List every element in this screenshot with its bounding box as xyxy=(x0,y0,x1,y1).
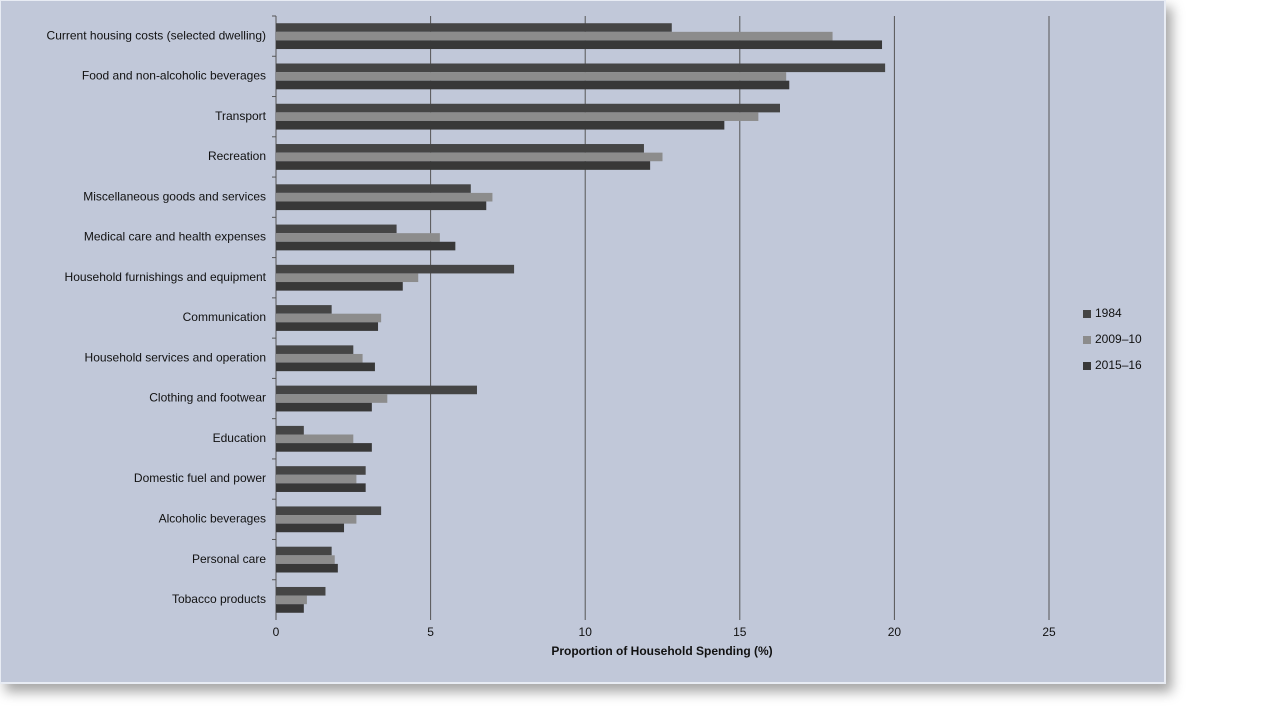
bar xyxy=(276,595,307,605)
bar xyxy=(276,72,787,81)
legend-swatch xyxy=(1083,362,1091,370)
bar xyxy=(276,282,403,291)
legend-label: 2015–16 xyxy=(1095,358,1142,372)
y-tick-label: Miscellaneous goods and services xyxy=(83,189,266,203)
legend-label: 2009–10 xyxy=(1095,332,1142,346)
y-tick-label: Recreation xyxy=(208,149,266,163)
bar xyxy=(276,555,335,564)
y-tick-label: Domestic fuel and power xyxy=(134,471,266,485)
bar xyxy=(276,506,382,516)
bar xyxy=(276,425,304,435)
bar xyxy=(276,103,780,113)
bar xyxy=(276,184,471,193)
bar xyxy=(276,515,357,524)
bar xyxy=(276,523,345,533)
y-tick-label: Transport xyxy=(215,109,267,123)
bar xyxy=(276,23,672,32)
y-tick-label: Personal care xyxy=(192,552,266,566)
bar xyxy=(276,466,366,475)
bar xyxy=(276,546,332,556)
bar xyxy=(276,264,515,274)
y-tick-label: Household furnishings and equipment xyxy=(65,270,267,284)
bar xyxy=(276,273,419,283)
y-tick-label: Current housing costs (selected dwelling… xyxy=(47,28,266,42)
bar xyxy=(276,362,375,372)
y-tick-label: Clothing and footwear xyxy=(149,391,266,405)
bar xyxy=(276,40,883,50)
bar xyxy=(276,394,388,403)
x-tick-label: 0 xyxy=(273,625,280,639)
chart-panel xyxy=(0,0,1166,684)
bar xyxy=(276,152,663,162)
bar xyxy=(276,120,725,130)
bar xyxy=(276,80,790,90)
y-tick-label: Tobacco products xyxy=(172,592,266,606)
bar xyxy=(276,586,326,596)
y-tick-label: Communication xyxy=(183,310,266,324)
bar xyxy=(276,322,379,331)
bar xyxy=(276,241,456,251)
bar xyxy=(276,144,644,153)
bar xyxy=(276,233,440,242)
bar xyxy=(276,604,304,613)
bar xyxy=(276,305,332,314)
bar xyxy=(276,161,651,170)
bar xyxy=(276,31,833,41)
x-tick-label: 5 xyxy=(427,625,434,639)
bar xyxy=(276,224,397,234)
bar xyxy=(276,563,338,573)
x-tick-label: 15 xyxy=(733,625,747,639)
bar xyxy=(276,443,372,452)
y-tick-label: Education xyxy=(213,431,266,445)
y-tick-label: Medical care and health expenses xyxy=(84,230,266,244)
bar xyxy=(276,385,477,395)
bar xyxy=(276,474,357,484)
legend-label: 1984 xyxy=(1095,306,1122,320)
x-tick-label: 20 xyxy=(888,625,902,639)
x-tick-label: 25 xyxy=(1042,625,1056,639)
bar xyxy=(276,313,382,323)
bar xyxy=(276,402,372,412)
x-tick-label: 10 xyxy=(579,625,593,639)
x-axis-title: Proportion of Household Spending (%) xyxy=(551,644,772,658)
bar xyxy=(276,353,363,363)
bar xyxy=(276,112,759,121)
legend-swatch xyxy=(1083,336,1091,344)
bar xyxy=(276,63,886,73)
y-tick-label: Household services and operation xyxy=(85,350,266,364)
bar xyxy=(276,434,354,444)
bar xyxy=(276,483,366,492)
y-tick-label: Food and non-alcoholic beverages xyxy=(82,69,266,83)
bar xyxy=(276,201,487,211)
y-tick-label: Alcoholic beverages xyxy=(159,512,266,526)
bar xyxy=(276,345,354,354)
legend-swatch xyxy=(1083,310,1091,318)
bar xyxy=(276,192,493,202)
